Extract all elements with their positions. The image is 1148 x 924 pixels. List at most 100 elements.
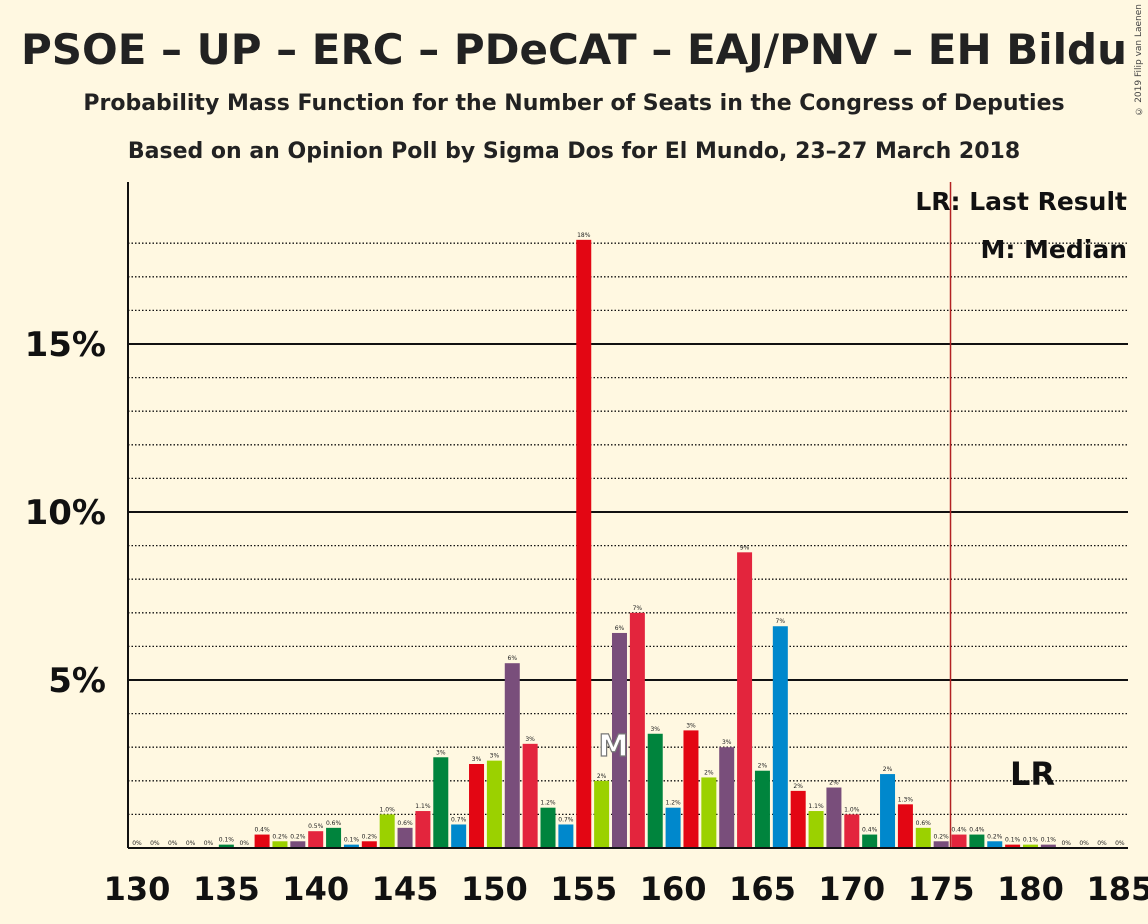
bar bbox=[218, 844, 234, 848]
bar-data-label: 2% bbox=[597, 773, 607, 780]
bar-data-label: 1.1% bbox=[415, 803, 431, 810]
bar-data-label: 9% bbox=[740, 544, 750, 551]
x-tick-label: 150 bbox=[461, 870, 528, 908]
bar bbox=[433, 757, 449, 848]
bar-data-label: 0.7% bbox=[558, 816, 574, 823]
bar-data-label: 0% bbox=[239, 840, 249, 847]
last-result-marker: LR bbox=[1010, 755, 1055, 793]
chart-source-note: Based on an Opinion Poll by Sigma Dos fo… bbox=[127, 139, 1021, 164]
legend-median: M: Median bbox=[980, 235, 1127, 264]
bar-data-label: 0.1% bbox=[219, 837, 235, 844]
median-marker: M bbox=[599, 729, 629, 764]
bar bbox=[826, 787, 842, 848]
x-tick-label: 155 bbox=[550, 870, 617, 908]
bar bbox=[880, 774, 896, 848]
bar bbox=[862, 834, 878, 848]
bar bbox=[558, 824, 574, 848]
bar bbox=[844, 814, 860, 848]
bar bbox=[629, 612, 645, 848]
bar-data-label: 3% bbox=[686, 722, 696, 729]
bar-data-label: 1.0% bbox=[380, 806, 396, 813]
bar-data-label: 18% bbox=[577, 232, 591, 239]
bar-data-label: 0.1% bbox=[1023, 837, 1039, 844]
x-tick-label: 180 bbox=[997, 870, 1064, 908]
bar bbox=[969, 834, 985, 848]
bar-data-label: 6% bbox=[508, 655, 518, 662]
bar bbox=[915, 827, 931, 848]
bar bbox=[326, 827, 342, 848]
x-tick-label: 175 bbox=[908, 870, 975, 908]
bar bbox=[522, 743, 538, 848]
y-tick-label: 5% bbox=[48, 661, 106, 701]
bar bbox=[808, 811, 824, 848]
bar bbox=[737, 552, 753, 848]
bar bbox=[683, 730, 699, 848]
bar-data-label: 0% bbox=[168, 840, 178, 847]
bar-data-label: 0.7% bbox=[451, 816, 467, 823]
bar-data-label: 2% bbox=[704, 769, 714, 776]
bar-data-label: 3% bbox=[650, 726, 660, 733]
bar-data-label: 0.6% bbox=[916, 820, 932, 827]
bar-data-label: 7% bbox=[776, 618, 786, 625]
bar-data-label: 3% bbox=[472, 756, 482, 763]
bar-data-label: 0.4% bbox=[254, 827, 270, 834]
bar-data-label: 3% bbox=[525, 736, 535, 743]
bar-data-label: 0.5% bbox=[308, 823, 324, 830]
bar-data-label: 0.1% bbox=[344, 837, 360, 844]
bar-data-label: 0.1% bbox=[1005, 837, 1021, 844]
bar-data-label: 0.1% bbox=[1041, 837, 1057, 844]
bar-data-label: 0.4% bbox=[862, 827, 878, 834]
bar bbox=[772, 626, 788, 848]
bar-data-label: 0% bbox=[1115, 840, 1125, 847]
bar-data-label: 2% bbox=[883, 766, 893, 773]
bar bbox=[451, 824, 467, 848]
bar-data-label: 0.2% bbox=[987, 833, 1003, 840]
bar bbox=[987, 841, 1003, 848]
bar bbox=[933, 841, 949, 848]
bar bbox=[343, 844, 359, 848]
x-tick-label: 165 bbox=[729, 870, 796, 908]
bar-data-label: 0% bbox=[1079, 840, 1089, 847]
bar bbox=[469, 764, 485, 848]
bar bbox=[1005, 844, 1021, 848]
legend-last-result: LR: Last Result bbox=[915, 187, 1127, 216]
bar-data-label: 0% bbox=[150, 840, 160, 847]
x-tick-label: 185 bbox=[1086, 870, 1148, 908]
bar bbox=[790, 790, 806, 848]
bar bbox=[397, 827, 413, 848]
x-tick-label: 170 bbox=[818, 870, 885, 908]
x-tick-label: 135 bbox=[193, 870, 260, 908]
bar-data-label: 0% bbox=[1061, 840, 1071, 847]
bar bbox=[504, 663, 520, 848]
bar-data-label: 0.4% bbox=[951, 827, 967, 834]
bar bbox=[665, 807, 681, 848]
bar bbox=[951, 834, 967, 848]
x-tick-label: 140 bbox=[282, 870, 349, 908]
bar-data-label: 0.4% bbox=[969, 827, 985, 834]
bar-data-label: 3% bbox=[722, 739, 732, 746]
bar bbox=[719, 747, 735, 848]
bar-data-label: 0.6% bbox=[397, 820, 413, 827]
x-tick-label: 160 bbox=[640, 870, 707, 908]
bar bbox=[701, 777, 717, 848]
bar-data-label: 7% bbox=[633, 605, 643, 612]
bar bbox=[594, 780, 610, 848]
bar-data-label: 1.0% bbox=[844, 806, 860, 813]
bar bbox=[647, 733, 663, 848]
bar-data-label: 6% bbox=[615, 625, 625, 632]
bar-data-label: 0.2% bbox=[272, 833, 288, 840]
bar bbox=[415, 811, 431, 848]
chart-subtitle: Probability Mass Function for the Number… bbox=[83, 91, 1065, 116]
bar bbox=[1023, 844, 1038, 848]
y-tick-label: 10% bbox=[25, 493, 106, 533]
bar bbox=[576, 239, 592, 849]
bar-data-label: 1.2% bbox=[665, 800, 681, 807]
bar bbox=[1040, 844, 1056, 848]
bar-data-label: 0% bbox=[1097, 840, 1107, 847]
bar-data-label: 0% bbox=[186, 840, 196, 847]
bar-data-label: 2% bbox=[829, 780, 839, 787]
bar bbox=[486, 760, 502, 848]
x-tick-label: 145 bbox=[372, 870, 439, 908]
bar bbox=[379, 814, 395, 848]
